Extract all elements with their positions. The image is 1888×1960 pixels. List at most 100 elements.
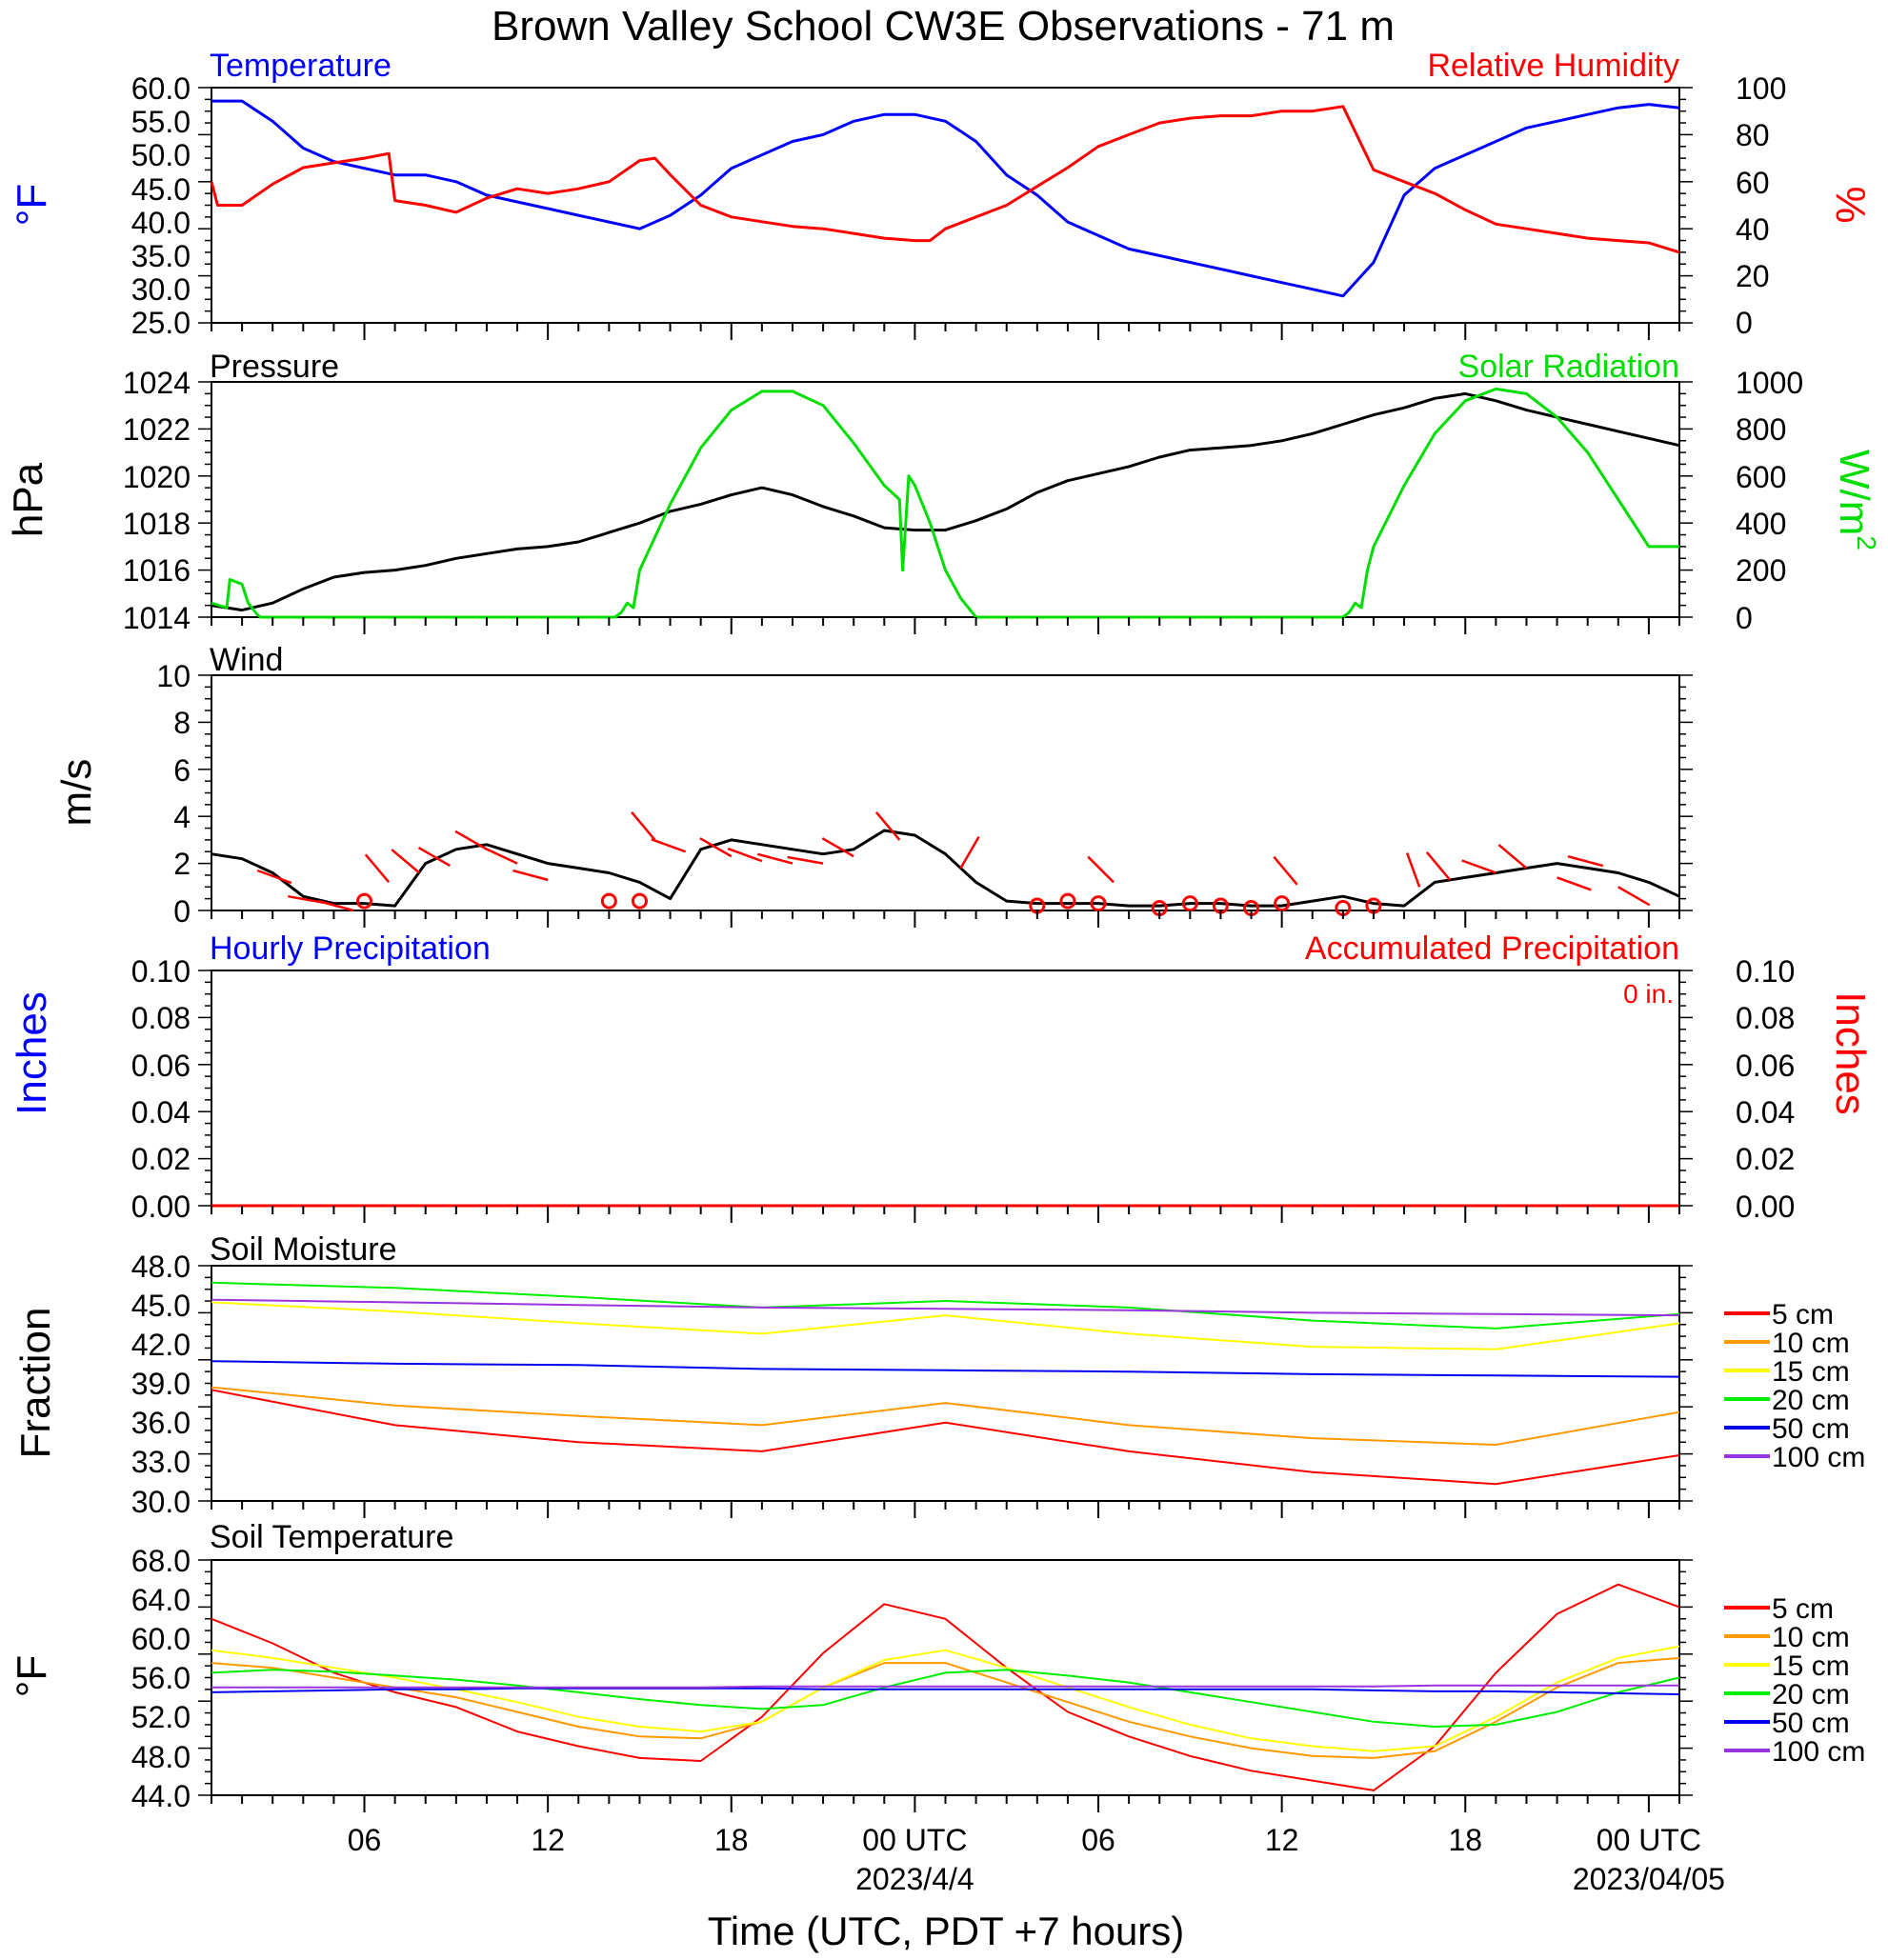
x-tick-label: 18	[714, 1823, 749, 1857]
sm-tick-label: 42.0	[131, 1328, 191, 1362]
rh-tick-label: 0	[1736, 306, 1753, 340]
wind-unit: m/s	[53, 759, 100, 827]
panel-precip-frame	[211, 970, 1680, 1207]
wind-barb	[1567, 854, 1604, 868]
soil-moisture-unit: Fraction	[12, 1308, 59, 1459]
wind-tick-label: 8	[173, 706, 191, 740]
solar-unit-base: W/m	[1831, 450, 1878, 535]
precip-tick-label: 0.10	[131, 954, 191, 989]
sm-tick-label: 39.0	[131, 1367, 191, 1401]
soil-moisture-legend: 5 cm 10 cm 15 cm 20 cm 50 cm 100 cm	[1724, 1299, 1865, 1473]
sm-legend-label: 5 cm	[1772, 1299, 1834, 1330]
precip-left-ticks: 0.10 0.08 0.06 0.04 0.02 0.00	[131, 954, 191, 1224]
soil-moisture-title: Soil Moisture	[210, 1231, 397, 1268]
accum-precip-title: Accumulated Precipitation	[1305, 930, 1679, 967]
series-line-10-cm	[211, 1656, 1680, 1759]
humidity-ticks: 100 80 60 40 20 0	[1736, 71, 1786, 340]
wind-barb	[874, 810, 901, 841]
calm-wind-marker	[356, 892, 373, 910]
wind-barb	[787, 855, 824, 865]
series-line-50-cm	[211, 1360, 1680, 1378]
wind-barb	[1425, 850, 1452, 881]
temperature-title: Temperature	[210, 48, 392, 84]
wind-barb	[1461, 859, 1496, 874]
st-tick-label: 68.0	[131, 1544, 191, 1578]
wind-barb	[959, 835, 980, 870]
series-line-relative-humidity	[210, 105, 1680, 254]
wind-barb	[727, 847, 763, 863]
pres-tick-label: 1022	[123, 412, 191, 447]
solar-tick-label: 1000	[1736, 366, 1803, 400]
solar-title: Solar Radiation	[1458, 349, 1679, 385]
humidity-title: Relative Humidity	[1427, 48, 1679, 84]
solar-unit-sup: 2	[1852, 535, 1881, 550]
pressure-unit: hPa	[5, 462, 51, 537]
wind-tick-label: 4	[173, 800, 191, 834]
precip-right-tick-label: 0.02	[1736, 1142, 1795, 1176]
wind-title: Wind	[210, 642, 283, 678]
accum-precip-value: 0 in.	[1623, 979, 1674, 1009]
temp-tick-label: 50.0	[131, 138, 191, 172]
soil-temp-legend: 5 cm 10 cm 15 cm 20 cm 50 cm 100 cm	[1724, 1593, 1865, 1768]
x-date-label: 2023/4/4	[855, 1862, 974, 1896]
temp-tick-label: 35.0	[131, 239, 191, 273]
series-line-temperature	[211, 99, 1680, 298]
series-line-20-cm	[211, 1669, 1680, 1728]
rh-tick-label: 60	[1736, 166, 1770, 200]
time-axis: 06 12 18 00 UTC 2023/4/4 06 12 18 00 UTC 2023/04/…	[348, 1823, 1725, 1896]
x-tick-label: 12	[1265, 1823, 1299, 1857]
st-tick-label: 52.0	[131, 1700, 191, 1734]
panel-soil-temperature: Soil Temperature °F 68.0 64.0 60.0 56.0 …	[9, 1519, 1865, 1813]
pres-tick-label: 1018	[123, 507, 191, 541]
wind-barb	[631, 810, 656, 841]
pres-tick-label: 1020	[123, 460, 191, 494]
precip-right-tick-label: 0.00	[1736, 1190, 1795, 1224]
panel-pressure-frame	[211, 381, 1680, 618]
series-line-15-cm	[211, 1301, 1680, 1350]
soil-temp-unit: °F	[9, 1655, 55, 1697]
wind-barb	[318, 899, 354, 912]
series-line-50-cm	[211, 1687, 1680, 1695]
solar-tick-label: 200	[1736, 553, 1786, 588]
wind-barb	[454, 830, 488, 850]
solar-tick-label: 600	[1736, 460, 1786, 494]
series-line-100-cm	[211, 1298, 1680, 1317]
accum-precip-unit: Inches	[1827, 991, 1874, 1115]
pressure-title: Pressure	[210, 349, 339, 385]
st-legend-label: 50 cm	[1772, 1708, 1850, 1739]
precip-tick-label: 0.08	[131, 1001, 191, 1035]
calm-wind-marker	[631, 892, 648, 910]
pres-solar-plot-area	[198, 381, 1693, 634]
series-line-wind	[211, 829, 1680, 908]
calm-wind-marker	[1059, 892, 1076, 910]
series-line-5-cm	[211, 1389, 1680, 1486]
wind-barb	[364, 853, 391, 884]
pressure-ticks: 1024 1022 1020 1018 1016 1014	[123, 366, 191, 635]
calm-wind-marker	[600, 892, 617, 910]
precip-right-ticks: 0.10 0.08 0.06 0.04 0.02 0.00	[1736, 954, 1795, 1224]
sm-tick-label: 30.0	[131, 1485, 191, 1519]
series-line-pressure	[211, 391, 1680, 612]
x-tick-label: 12	[531, 1823, 565, 1857]
panel-precip: Hourly Precipitation Accumulated Precipi…	[9, 930, 1874, 1224]
temperature-unit: °F	[9, 184, 55, 226]
sm-tick-label: 45.0	[131, 1289, 191, 1323]
soil-temp-ticks: 68.0 64.0 60.0 56.0 52.0 48.0 44.0	[131, 1544, 191, 1813]
wind-plot-area	[198, 674, 1693, 928]
temperature-ticks: 60.0 55.0 50.0 45.0 40.0 35.0 30.0 25.0	[131, 71, 191, 340]
wind-barb	[417, 847, 452, 868]
wind-tick-label: 10	[156, 659, 191, 693]
wind-barb	[1557, 876, 1592, 891]
sm-legend-label: 20 cm	[1772, 1385, 1850, 1416]
pres-tick-label: 1016	[123, 553, 191, 588]
st-tick-label: 60.0	[131, 1622, 191, 1656]
temp-rh-plot-area	[198, 87, 1693, 340]
x-axis-label: Time (UTC, PDT +7 hours)	[708, 1909, 1185, 1953]
sm-tick-label: 36.0	[131, 1406, 191, 1440]
wind-barb	[756, 852, 793, 865]
rh-tick-label: 40	[1736, 212, 1770, 247]
solar-tick-label: 400	[1736, 507, 1786, 541]
x-tick-label: 00 UTC	[1597, 1823, 1701, 1857]
wind-barb	[256, 869, 292, 885]
panel-wind-frame	[211, 674, 1680, 911]
